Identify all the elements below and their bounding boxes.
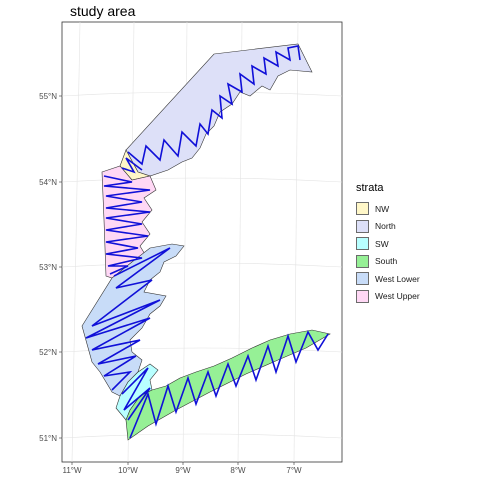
parallel-54n: [62, 177, 342, 183]
transects-south: [129, 330, 329, 439]
survey-transects: [85, 45, 329, 439]
legend-title: strata: [356, 182, 384, 194]
legend-key-north: [356, 219, 369, 233]
transects-nw: [121, 157, 143, 174]
legend-item-south: South: [356, 253, 420, 271]
legend-label: SW: [375, 238, 389, 249]
x-tick-label: 8°W: [230, 466, 246, 475]
legend-key-south: [356, 254, 369, 268]
map-title: study area: [70, 3, 136, 19]
transects-north: [127, 45, 301, 166]
y-tick-label: 51°N: [39, 434, 57, 443]
legend-item-sw: SW: [356, 235, 420, 253]
x-tick-label: 11°W: [62, 466, 82, 475]
transects-west-upper: [103, 175, 151, 275]
legend-label: West Upper: [375, 291, 420, 302]
y-tick-label: 54°N: [39, 178, 57, 187]
stratum-north: [125, 43, 313, 177]
x-tick-label: 7°W: [286, 466, 302, 475]
y-tick-label: 55°N: [39, 92, 57, 101]
y-tick-label: 53°N: [39, 263, 57, 272]
axis-ticks: [59, 95, 295, 465]
meridian-8w: [237, 22, 243, 462]
meridian-7w: [293, 22, 299, 462]
parallel-53n: [62, 262, 342, 268]
legend-item-west-lower: West Lower: [356, 270, 420, 288]
transects-sw: [121, 367, 151, 421]
stratum-south: [125, 329, 331, 441]
y-tick-label: 52°N: [39, 348, 57, 357]
legend-label: West Lower: [375, 273, 420, 284]
legend-label: South: [375, 256, 398, 267]
legend-key-west-upper: [356, 289, 369, 303]
x-tick-label: 9°W: [175, 466, 191, 475]
legend-item-west-upper: West Upper: [356, 288, 420, 306]
legend-item-nw: NW: [356, 200, 420, 218]
legend-label: NW: [375, 203, 390, 214]
x-tick-label: 10°W: [118, 466, 138, 475]
legend-item-north: North: [356, 218, 420, 236]
legend-key-west-lower: [356, 272, 369, 286]
legend: strata NW North SW South West Lower West…: [356, 182, 420, 305]
legend-key-nw: [356, 202, 369, 216]
transects-west-lower: [85, 247, 171, 391]
graticule: [62, 22, 342, 462]
parallel-51n: [62, 433, 342, 439]
legend-key-sw: [356, 237, 369, 251]
legend-label: North: [375, 221, 396, 232]
